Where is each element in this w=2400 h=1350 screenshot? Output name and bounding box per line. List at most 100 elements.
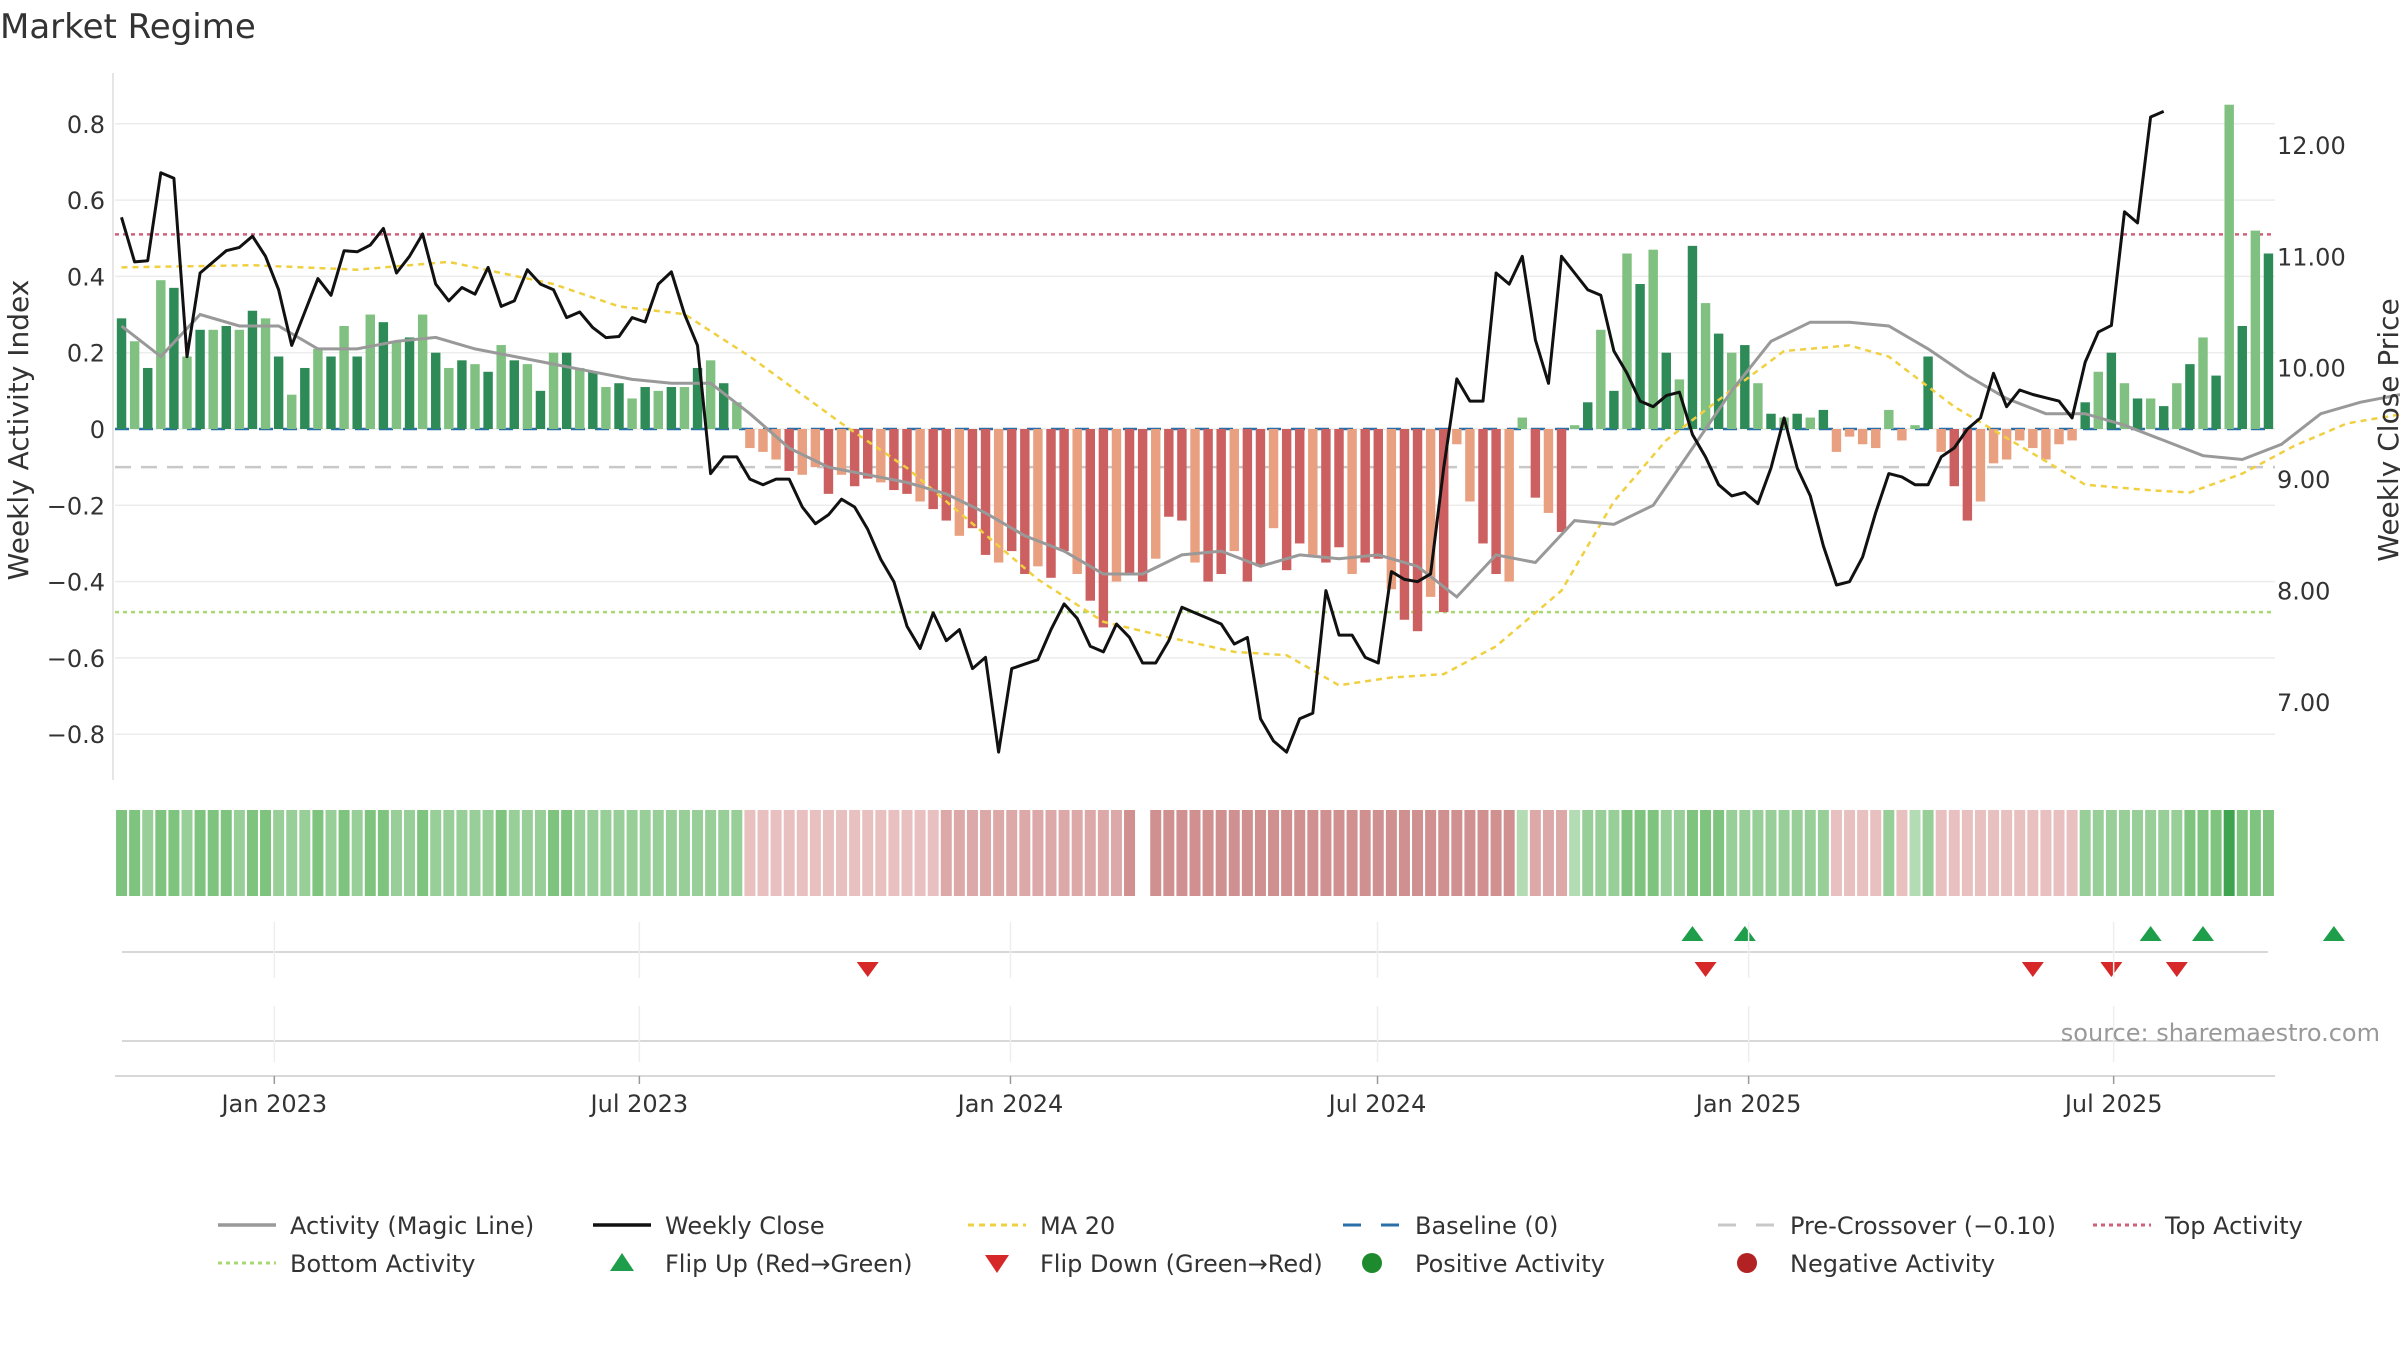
- source-note: source: sharemaestro.com: [2061, 1019, 2380, 1047]
- regime-cell: [1385, 810, 1397, 896]
- activity-bar: [575, 367, 585, 429]
- activity-bar: [1439, 429, 1449, 613]
- regime-cell: [404, 810, 416, 896]
- activity-bar: [483, 371, 493, 429]
- regime-cell: [731, 810, 743, 896]
- regime-cell: [1778, 810, 1790, 896]
- regime-cell: [351, 810, 363, 896]
- activity-bar: [2172, 383, 2182, 429]
- activity-bar: [1059, 429, 1069, 552]
- activity-bar: [1556, 429, 1567, 533]
- regime-cell: [901, 810, 913, 896]
- activity-bar: [404, 337, 415, 429]
- activity-bar: [548, 352, 559, 429]
- activity-bar: [1203, 429, 1213, 582]
- regime-cell: [2079, 810, 2091, 896]
- regime-cell: [1398, 810, 1410, 896]
- regime-cell: [2249, 810, 2261, 896]
- activity-bar: [1661, 352, 1671, 429]
- regime-cell: [626, 810, 638, 896]
- regime-cell: [1032, 810, 1044, 896]
- regime-cell: [1634, 810, 1646, 896]
- activity-bar: [2237, 325, 2247, 429]
- activity-bar: [2224, 104, 2234, 430]
- activity-bar: [980, 429, 991, 555]
- regime-cell: [116, 810, 128, 896]
- activity-bar: [1399, 429, 1410, 620]
- activity-bar: [679, 387, 690, 429]
- legend-label: Activity (Magic Line): [290, 1212, 534, 1240]
- x-tick-label: Jul 2025: [2063, 1090, 2163, 1118]
- regime-cell: [233, 810, 245, 896]
- regime-cell: [2210, 810, 2222, 896]
- regime-cell: [2001, 810, 2013, 896]
- activity-bar: [273, 356, 284, 429]
- regime-cell: [1254, 810, 1266, 896]
- activity-bar: [1321, 429, 1331, 563]
- regime-cell: [1490, 810, 1502, 896]
- activity-bar: [129, 341, 140, 429]
- regime-cell: [2145, 810, 2157, 896]
- activity-bar: [169, 287, 179, 429]
- regime-cell: [364, 810, 376, 896]
- regime-cell: [561, 810, 573, 896]
- regime-cell: [338, 810, 350, 896]
- legend-item-bottom: Bottom Activity: [218, 1250, 475, 1278]
- activity-bar: [2211, 375, 2221, 429]
- activity-bar: [1124, 429, 1135, 574]
- regime-cell: [207, 810, 219, 896]
- activity-bar: [1596, 329, 1606, 429]
- regime-cell: [430, 810, 442, 896]
- activity-bar: [1046, 429, 1056, 578]
- regime-cell: [1582, 810, 1594, 896]
- activity-bar: [2080, 402, 2090, 429]
- regime-cell: [796, 810, 808, 896]
- regime-cell: [1870, 810, 1882, 896]
- regime-cell: [1935, 810, 1947, 896]
- activity-bar: [1910, 425, 1920, 429]
- activity-bar: [1151, 429, 1161, 559]
- regime-cell: [2197, 810, 2209, 896]
- regime-cell: [1451, 810, 1463, 896]
- activity-bar: [1268, 429, 1279, 529]
- activity-bar: [509, 360, 519, 429]
- regime-cell: [299, 810, 311, 896]
- flip-down-marker: [856, 962, 879, 977]
- regime-cell: [1425, 810, 1437, 896]
- activity-bar: [732, 402, 742, 429]
- legend-label: Top Activity: [2164, 1212, 2303, 1240]
- activity-bar: [195, 329, 205, 429]
- regime-cell: [744, 810, 756, 896]
- regime-cell: [1503, 810, 1515, 896]
- regime-cell: [325, 810, 337, 896]
- activity-bar: [797, 429, 807, 475]
- regime-cell: [639, 810, 651, 896]
- legend-label: Pre-Crossover (−0.10): [1790, 1212, 2056, 1240]
- activity-bar: [601, 387, 611, 429]
- activity-bar: [1334, 429, 1344, 548]
- activity-bar: [143, 367, 153, 429]
- activity-bar: [954, 429, 965, 536]
- y-tick-left: 0: [90, 416, 105, 444]
- activity-bar: [588, 371, 598, 429]
- regime-cell: [1202, 810, 1214, 896]
- regime-cell: [2105, 810, 2117, 896]
- regime-cell: [2053, 810, 2065, 896]
- x-tick-label: Jul 2024: [1327, 1090, 1427, 1118]
- regime-cell: [1830, 810, 1842, 896]
- regime-cell: [1726, 810, 1738, 896]
- activity-bar: [1085, 429, 1095, 601]
- regime-cell: [665, 810, 677, 896]
- regime-cell: [2132, 810, 2144, 896]
- activity-bar: [1857, 429, 1868, 445]
- regime-cell: [377, 810, 389, 896]
- activity-bar: [1373, 429, 1383, 559]
- activity-bar: [1465, 429, 1475, 502]
- regime-cell: [1595, 810, 1607, 896]
- activity-bar: [1753, 383, 1763, 429]
- regime-cell: [966, 810, 978, 896]
- regime-cell: [914, 810, 926, 896]
- activity-bar: [1007, 429, 1017, 552]
- activity-bar: [1884, 409, 1894, 429]
- activity-bar: [902, 429, 912, 494]
